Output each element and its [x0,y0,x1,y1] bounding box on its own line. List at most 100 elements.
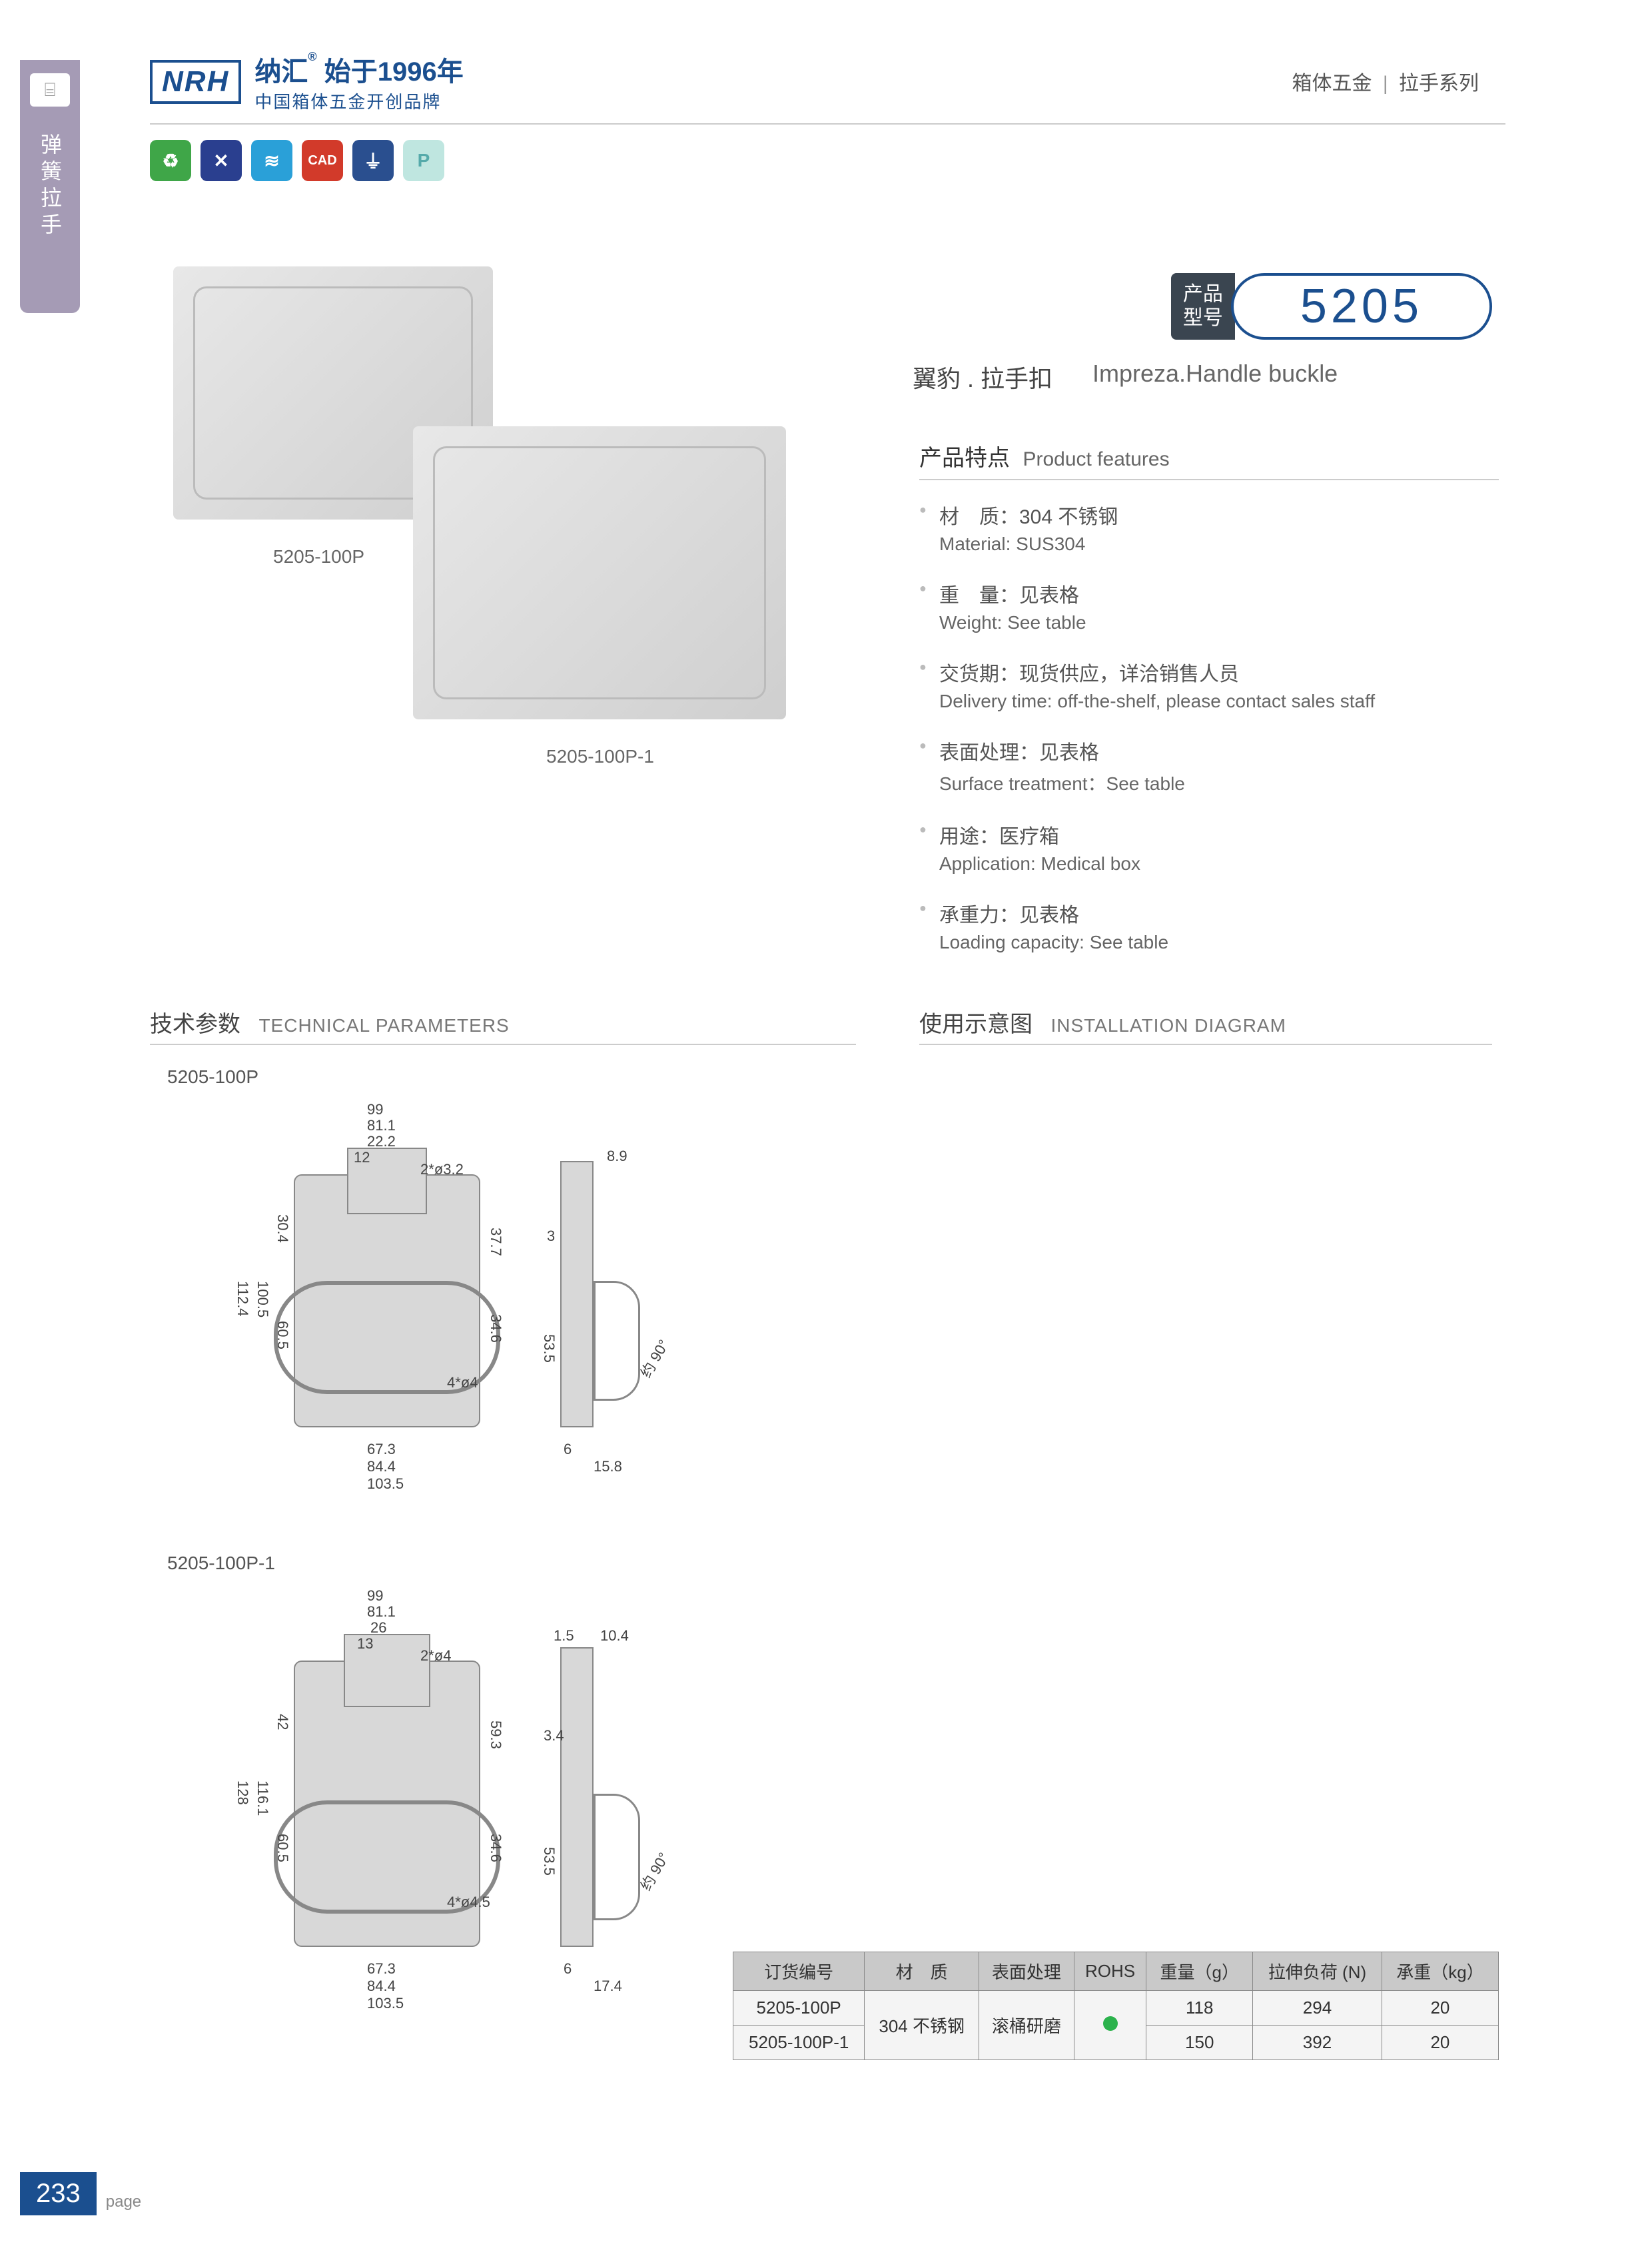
technical-drawing-1: 5205-100P 99 81.1 22.2 12 2*ø3.2 112.4 1… [167,1066,714,1521]
breadcrumb: 箱体五金 | 拉手系列 [1292,67,1479,96]
dim: 22.2 [367,1133,396,1150]
product-label-1: 5205-100P [273,546,364,567]
feature-item: 用途：医疗箱 Application: Medical box [919,820,1499,875]
feature-en: Surface treatment：See table [939,769,1499,796]
dim: 60.5 [274,1834,291,1862]
dim: 34.6 [487,1314,504,1343]
rohs-indicator [1103,2016,1118,2031]
page-footer: 233 page [20,2172,141,2215]
table-cell: 294 [1253,1991,1382,2026]
table-cell: 392 [1253,2026,1382,2060]
dim: 26 [370,1619,386,1637]
dim: 53.5 [540,1847,558,1876]
dim: 103.5 [367,1475,404,1493]
table-cell: 5205-100P [733,1991,865,2026]
feature-en: Weight: See table [939,612,1499,633]
brand-since: 始于1996年 [324,57,464,87]
table-header: 表面处理 [979,1952,1074,1991]
feature-en: Loading capacity: See table [939,932,1499,953]
feature-item: 表面处理：见表格Surface treatment：See table [919,736,1499,796]
feature-badges: ♻ ✕ ≋ CAD ⏚ P [150,140,444,181]
spec-table: 订货编号材 质表面处理ROHS重量（g）拉伸负荷 (N)承重（kg） 5205-… [733,1952,1499,2060]
breadcrumb-sep: | [1383,73,1388,95]
dim: 60.5 [274,1321,291,1349]
dim: 67.3 [367,1960,396,1978]
dim: 59.3 [487,1720,504,1749]
dim: 30.4 [274,1214,291,1243]
dim: 81.1 [367,1117,396,1134]
dim: 42 [274,1714,291,1730]
feature-cn: 用途：医疗箱 [939,820,1499,849]
dim: 112.4 [234,1281,251,1316]
feature-item: 交货期：现货供应，详洽销售人员Delivery time: off-the-sh… [919,657,1499,712]
install-title-en: INSTALLATION DIAGRAM [1050,1015,1286,1036]
dim: 2*ø3.2 [420,1161,464,1178]
badge-cad-icon: CAD [302,140,343,181]
product-label-2: 5205-100P-1 [546,746,654,767]
dim: 116.1 [254,1780,271,1816]
dim: 103.5 [367,1995,404,2012]
drawing1-label: 5205-100P [167,1066,713,1088]
table-header: 重量（g） [1146,1952,1253,1991]
table-header: 承重（kg） [1382,1952,1498,1991]
tech-title-en: TECHNICAL PARAMETERS [258,1015,509,1036]
model-number: 5205 [1231,273,1492,340]
side-tab-label: 弹簧拉手 [35,133,65,240]
dim: 6 [564,1441,572,1458]
breadcrumb-cat1: 箱体五金 [1292,73,1372,95]
dim: 约 90° [634,1335,673,1381]
feature-cn: 承重力：见表格 [939,899,1499,928]
table-header: 拉伸负荷 (N) [1253,1952,1382,1991]
feature-en: Application: Medical box [939,853,1499,875]
dim: 4*ø4.5 [447,1894,490,1911]
dim: 13 [357,1635,373,1653]
brand-line1: 纳汇® 始于1996年 [254,50,463,89]
breadcrumb-cat2: 拉手系列 [1399,73,1479,95]
feature-cn: 重 量：见表格 [939,579,1499,608]
subtitle-en: Impreza.Handle buckle [1092,360,1338,394]
dim: 3 [547,1228,555,1245]
badge-screw-icon: ⏚ [352,140,394,181]
brand-text: 纳汇® 始于1996年 中国箱体五金开创品牌 [254,50,463,113]
dim: 84.4 [367,1458,396,1475]
model-tag-l1: 产品 [1183,282,1223,306]
dim: 84.4 [367,1978,396,1995]
dim: 约 90° [634,1848,673,1894]
dim: 99 [367,1587,383,1605]
dim: 10.4 [600,1627,629,1645]
logo: NRH [150,60,241,104]
feature-item: 材 质：304 不锈钢Material: SUS304 [919,500,1499,555]
dim: 2*ø4 [420,1647,451,1665]
brand-name: 纳汇 [254,57,308,87]
tech-title-cn: 技术参数 [150,1012,240,1037]
model-number-box: 产品 型号 5205 [1171,273,1492,340]
dim: 99 [367,1101,383,1118]
dim: 67.3 [367,1441,396,1458]
dim: 15.8 [594,1458,622,1475]
dim: 34.6 [487,1834,504,1862]
subtitle-cn: 翼豹 . 拉手扣 [913,360,1052,394]
table-header: ROHS [1074,1952,1146,1991]
dim: 4*ø4 [447,1374,478,1391]
feature-cn: 材 质：304 不锈钢 [939,500,1499,530]
header-divider [150,123,1505,125]
features-title-en: Product features [1023,448,1169,470]
features-title: 产品特点 Product features [919,440,1499,480]
side-tab-icon: ⌸ [30,73,70,107]
model-subtitle: 翼豹 . 拉手扣 Impreza.Handle buckle [913,360,1492,394]
dim: 8.9 [607,1148,627,1165]
product-features: 产品特点 Product features 材 质：304 不锈钢Materia… [919,440,1499,977]
badge-tool-icon: ✕ [201,140,242,181]
table-cell: 20 [1382,1991,1498,2026]
dim: 81.1 [367,1603,396,1621]
model-tag-l2: 型号 [1183,306,1223,330]
table-row: 5205-100P304 不锈钢滚桶研磨11829420 [733,1991,1499,2026]
drawing1-canvas: 99 81.1 22.2 12 2*ø3.2 112.4 100.5 60.5 … [167,1094,713,1521]
drawing2-canvas: 99 81.1 26 13 2*ø4 128 116.1 60.5 42 59.… [167,1581,713,2047]
header-brand: NRH 纳汇® 始于1996年 中国箱体五金开创品牌 [150,50,464,113]
dim: 17.4 [594,1978,622,1995]
tech-params-title: 技术参数 TECHNICAL PARAMETERS [150,1006,856,1045]
drawing2-label: 5205-100P-1 [167,1553,713,1574]
dim: 128 [234,1780,251,1805]
table-header: 订货编号 [733,1952,865,1991]
